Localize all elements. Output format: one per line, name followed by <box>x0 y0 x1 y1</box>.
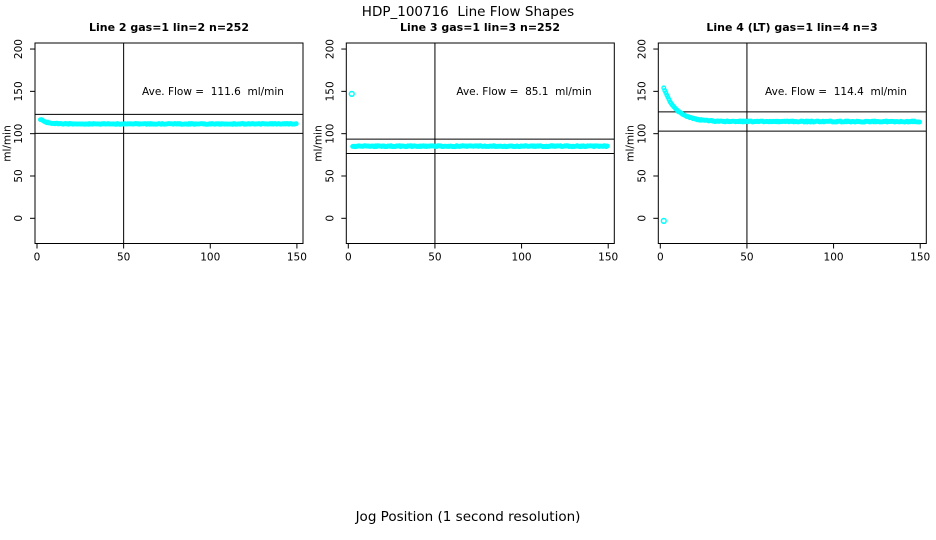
y-tick-label: 150 <box>324 81 336 101</box>
flow-points <box>38 117 299 127</box>
y-tick-label: 100 <box>324 124 336 144</box>
panel-1-title: Line 2 gas=1 lin=2 n=252 <box>88 21 249 34</box>
panel-1: 0 50 100 150 0 50 100 150 200 <box>13 39 307 263</box>
data-point <box>293 121 299 127</box>
x-tick-label: 100 <box>200 252 220 264</box>
y-tick-label: 150 <box>13 81 25 101</box>
outlier-point <box>348 90 355 98</box>
plot-box <box>657 42 927 244</box>
x-tick-label: 100 <box>824 252 844 264</box>
panel-3: 0 50 100 150 0 50 100 150 200 <box>636 39 930 263</box>
x-tick-label: 150 <box>598 252 618 264</box>
x-tick-label: 0 <box>345 252 352 264</box>
figure-title: HDP_100716 Line Flow Shapes <box>361 4 575 20</box>
panel-2-title: Line 3 gas=1 lin=3 n=252 <box>399 21 560 34</box>
y-tick-label: 200 <box>13 39 25 59</box>
panel-3-y-axis-label: ml/min <box>624 125 637 162</box>
data-point <box>604 143 610 149</box>
y-tick-label: 0 <box>636 215 648 222</box>
y-tick-label: 50 <box>13 169 25 182</box>
x-tick-label: 150 <box>910 252 930 264</box>
y-tick-label: 200 <box>636 39 648 59</box>
x-tick-label: 50 <box>117 252 130 264</box>
flow-points <box>661 85 922 125</box>
flow-points <box>350 143 610 150</box>
x-tick-label: 50 <box>740 252 753 264</box>
panel-1-ave-flow-annotation: Ave. Flow = 111.6 ml/min <box>142 86 284 98</box>
panel-3-ave-flow-annotation: Ave. Flow = 114.4 ml/min <box>765 86 907 98</box>
panel-2-ave-flow-annotation: Ave. Flow = 85.1 ml/min <box>456 86 592 98</box>
outlier-point <box>660 217 667 224</box>
plot-box <box>34 42 304 244</box>
y-tick-label: 150 <box>636 81 648 101</box>
data-point <box>917 119 922 125</box>
panel-2: 0 50 100 150 0 50 100 150 200 <box>324 39 618 263</box>
y-tick-label: 100 <box>13 124 25 144</box>
y-tick-label: 200 <box>324 39 336 59</box>
x-tick-label: 100 <box>512 252 532 264</box>
y-tick-label: 0 <box>324 215 336 222</box>
y-tick-label: 0 <box>13 215 25 222</box>
y-tick-label: 100 <box>636 124 648 144</box>
y-tick-label: 50 <box>324 169 336 182</box>
y-tick-label: 50 <box>636 169 648 182</box>
x-tick-label: 0 <box>34 252 41 264</box>
panel-1-y-axis-label: ml/min <box>1 125 14 162</box>
panel-3-title: Line 4 (LT) gas=1 lin=4 n=3 <box>706 21 878 34</box>
x-tick-label: 50 <box>428 252 441 264</box>
x-tick-label: 150 <box>287 252 307 264</box>
x-tick-label: 0 <box>657 252 664 264</box>
panel-2-y-axis-label: ml/min <box>312 125 325 162</box>
plot-box <box>345 42 615 244</box>
figure-x-axis-label: Jog Position (1 second resolution) <box>355 509 581 525</box>
